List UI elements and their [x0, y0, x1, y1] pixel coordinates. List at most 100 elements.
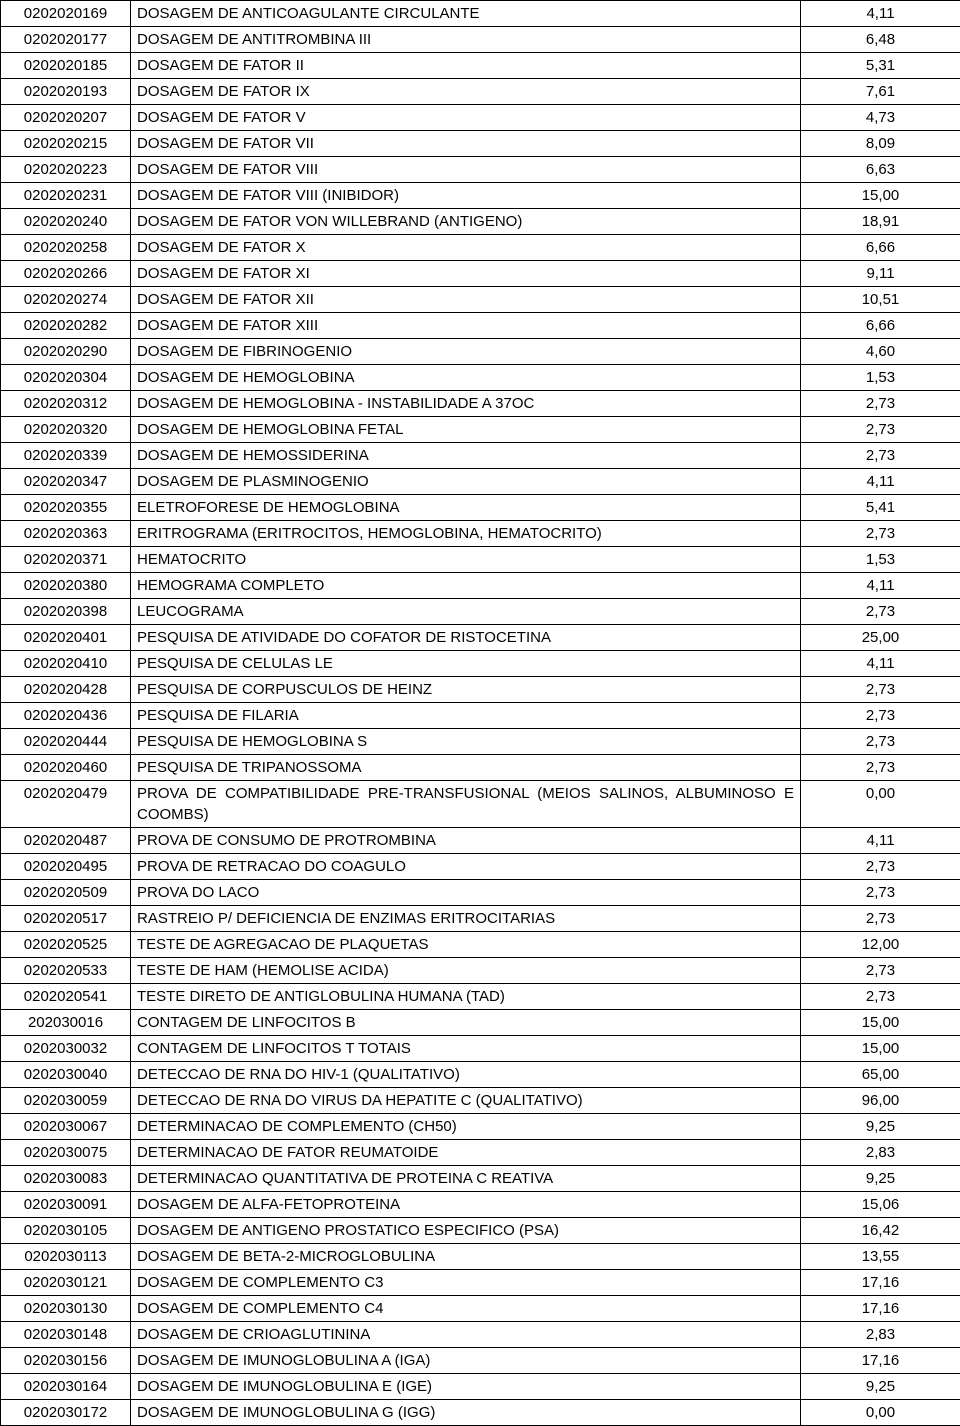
procedure-description: DOSAGEM DE ALFA-FETOPROTEINA: [131, 1192, 801, 1218]
table-row: 0202030130DOSAGEM DE COMPLEMENTO C417,16: [1, 1296, 960, 1322]
procedure-value: 17,16: [801, 1296, 960, 1322]
procedure-description: DETERMINACAO QUANTITATIVA DE PROTEINA C …: [131, 1166, 801, 1192]
procedure-value: 65,00: [801, 1062, 960, 1088]
table-row: 0202020193DOSAGEM DE FATOR IX7,61: [1, 79, 960, 105]
procedure-code: 0202020509: [1, 880, 131, 906]
table-row: 0202020460PESQUISA DE TRIPANOSSOMA2,73: [1, 755, 960, 781]
procedure-code: 0202020444: [1, 729, 131, 755]
table-row: 0202020231DOSAGEM DE FATOR VIII (INIBIDO…: [1, 183, 960, 209]
procedure-code: 0202030130: [1, 1296, 131, 1322]
procedure-code: 0202030083: [1, 1166, 131, 1192]
procedures-table: 0202020169DOSAGEM DE ANTICOAGULANTE CIRC…: [0, 0, 960, 1426]
procedure-value: 2,73: [801, 906, 960, 932]
procedure-code: 0202030164: [1, 1374, 131, 1400]
procedure-description: PESQUISA DE HEMOGLOBINA S: [131, 729, 801, 755]
table-row: 0202020398LEUCOGRAMA2,73: [1, 599, 960, 625]
procedure-value: 2,73: [801, 729, 960, 755]
table-row: 0202020282DOSAGEM DE FATOR XIII6,66: [1, 313, 960, 339]
table-row: 0202030040DETECCAO DE RNA DO HIV-1 (QUAL…: [1, 1062, 960, 1088]
procedure-code: 0202020525: [1, 932, 131, 958]
procedure-value: 17,16: [801, 1270, 960, 1296]
procedure-value: 4,11: [801, 573, 960, 599]
procedure-value: 2,73: [801, 391, 960, 417]
procedure-code: 0202020193: [1, 79, 131, 105]
table-row: 0202020355ELETROFORESE DE HEMOGLOBINA5,4…: [1, 495, 960, 521]
procedure-value: 2,73: [801, 703, 960, 729]
procedure-description: DOSAGEM DE FATOR X: [131, 235, 801, 261]
procedure-code: 0202020177: [1, 27, 131, 53]
procedure-description: DOSAGEM DE FATOR II: [131, 53, 801, 79]
procedure-description: CONTAGEM DE LINFOCITOS T TOTAIS: [131, 1036, 801, 1062]
table-row: 0202020401PESQUISA DE ATIVIDADE DO COFAT…: [1, 625, 960, 651]
procedure-value: 2,73: [801, 880, 960, 906]
procedure-value: 2,83: [801, 1140, 960, 1166]
procedure-description: PROVA DE CONSUMO DE PROTROMBINA: [131, 828, 801, 854]
procedure-code: 0202030067: [1, 1114, 131, 1140]
procedure-value: 0,00: [801, 781, 960, 828]
procedure-value: 5,31: [801, 53, 960, 79]
procedure-description: LEUCOGRAMA: [131, 599, 801, 625]
procedure-code: 0202020274: [1, 287, 131, 313]
procedure-value: 18,91: [801, 209, 960, 235]
table-row: 0202030156DOSAGEM DE IMUNOGLOBULINA A (I…: [1, 1348, 960, 1374]
procedure-code: 0202020304: [1, 365, 131, 391]
procedure-value: 9,25: [801, 1166, 960, 1192]
procedure-code: 0202020240: [1, 209, 131, 235]
table-row: 0202020266DOSAGEM DE FATOR XI9,11: [1, 261, 960, 287]
procedure-description: DOSAGEM DE BETA-2-MICROGLOBULINA: [131, 1244, 801, 1270]
procedure-code: 0202020436: [1, 703, 131, 729]
procedure-description: DETERMINACAO DE FATOR REUMATOIDE: [131, 1140, 801, 1166]
procedure-value: 4,73: [801, 105, 960, 131]
table-row: 0202020517RASTREIO P/ DEFICIENCIA DE ENZ…: [1, 906, 960, 932]
table-row: 0202030172DOSAGEM DE IMUNOGLOBULINA G (I…: [1, 1400, 960, 1426]
procedure-value: 13,55: [801, 1244, 960, 1270]
procedure-description: PESQUISA DE CELULAS LE: [131, 651, 801, 677]
procedure-description: DOSAGEM DE HEMOGLOBINA: [131, 365, 801, 391]
procedure-value: 1,53: [801, 547, 960, 573]
procedure-code: 0202030148: [1, 1322, 131, 1348]
procedure-description: DOSAGEM DE ANTITROMBINA III: [131, 27, 801, 53]
procedure-code: 0202020347: [1, 469, 131, 495]
procedure-code: 0202020355: [1, 495, 131, 521]
procedure-description: DOSAGEM DE COMPLEMENTO C3: [131, 1270, 801, 1296]
procedure-code: 0202020460: [1, 755, 131, 781]
procedure-description: DETECCAO DE RNA DO HIV-1 (QUALITATIVO): [131, 1062, 801, 1088]
procedure-description: DOSAGEM DE FATOR VIII: [131, 157, 801, 183]
procedure-description: PESQUISA DE FILARIA: [131, 703, 801, 729]
procedure-code: 0202030091: [1, 1192, 131, 1218]
procedure-description: DOSAGEM DE HEMOGLOBINA FETAL: [131, 417, 801, 443]
procedure-value: 12,00: [801, 932, 960, 958]
procedure-code: 0202020169: [1, 1, 131, 27]
procedure-code: 0202020495: [1, 854, 131, 880]
procedure-description: DOSAGEM DE FATOR V: [131, 105, 801, 131]
procedure-code: 0202020398: [1, 599, 131, 625]
table-row: 0202030113DOSAGEM DE BETA-2-MICROGLOBULI…: [1, 1244, 960, 1270]
procedure-value: 1,53: [801, 365, 960, 391]
procedure-value: 2,73: [801, 417, 960, 443]
procedure-value: 4,11: [801, 1, 960, 27]
procedure-code: 0202020401: [1, 625, 131, 651]
procedure-value: 2,73: [801, 599, 960, 625]
procedure-value: 9,25: [801, 1114, 960, 1140]
procedure-value: 15,00: [801, 1010, 960, 1036]
procedure-description: TESTE DE AGREGACAO DE PLAQUETAS: [131, 932, 801, 958]
procedure-value: 5,41: [801, 495, 960, 521]
procedure-description: DOSAGEM DE FATOR VIII (INIBIDOR): [131, 183, 801, 209]
procedure-description: ELETROFORESE DE HEMOGLOBINA: [131, 495, 801, 521]
table-row: 0202020495PROVA DE RETRACAO DO COAGULO2,…: [1, 854, 960, 880]
procedure-code: 0202020533: [1, 958, 131, 984]
procedure-code: 0202020363: [1, 521, 131, 547]
procedure-value: 25,00: [801, 625, 960, 651]
procedure-value: 2,73: [801, 677, 960, 703]
procedure-description: DOSAGEM DE ANTIGENO PROSTATICO ESPECIFIC…: [131, 1218, 801, 1244]
procedure-value: 2,73: [801, 755, 960, 781]
procedure-description: PESQUISA DE TRIPANOSSOMA: [131, 755, 801, 781]
procedure-code: 0202030156: [1, 1348, 131, 1374]
procedure-value: 7,61: [801, 79, 960, 105]
procedure-value: 15,00: [801, 183, 960, 209]
table-row: 0202020207DOSAGEM DE FATOR V4,73: [1, 105, 960, 131]
procedure-value: 4,11: [801, 828, 960, 854]
table-row: 0202020487PROVA DE CONSUMO DE PROTROMBIN…: [1, 828, 960, 854]
table-row: 0202030105DOSAGEM DE ANTIGENO PROSTATICO…: [1, 1218, 960, 1244]
table-row: 0202020509PROVA DO LACO2,73: [1, 880, 960, 906]
